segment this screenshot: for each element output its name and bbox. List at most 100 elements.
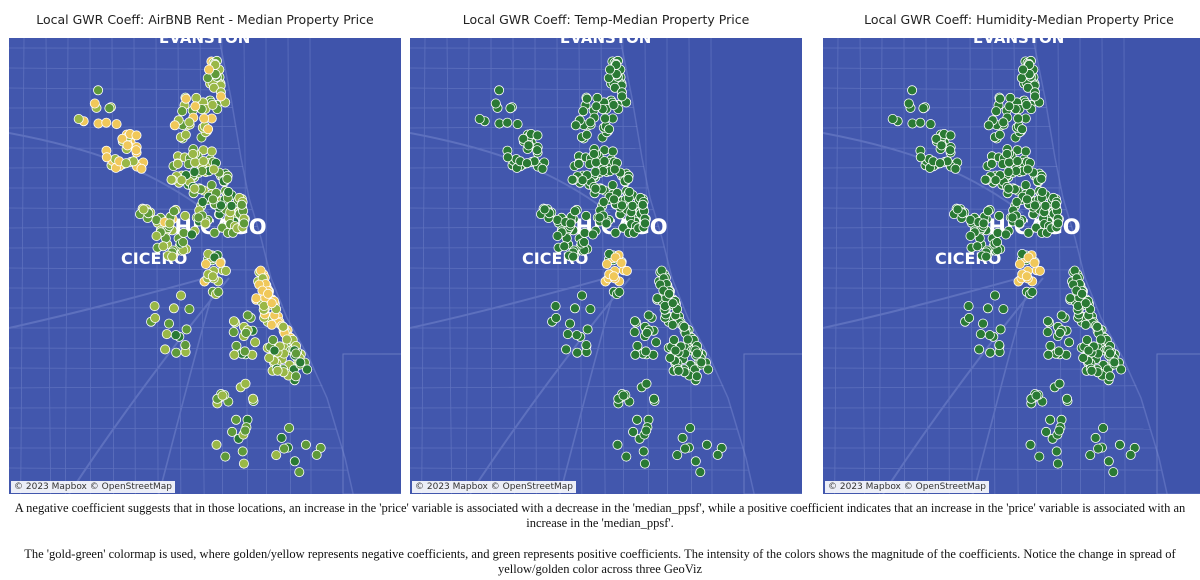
data-point [200,218,211,229]
road [710,38,713,494]
data-point [1045,414,1056,425]
data-point [1065,293,1076,304]
data-point [184,304,195,315]
data-point [573,158,584,169]
data-point [167,251,178,262]
data-point [639,458,650,469]
data-point [682,334,693,345]
boundary-box [342,353,401,494]
data-point [643,310,654,321]
data-point [207,194,218,205]
data-point [984,330,995,341]
data-point [505,103,516,114]
data-point [1054,425,1065,436]
data-point [264,352,275,363]
road [410,427,738,430]
city-label-evanston: EVANSTON [159,38,250,47]
data-point [945,130,956,141]
road [9,427,337,430]
data-point [629,316,640,327]
data-point [582,324,593,335]
data-point [640,346,651,357]
land-area [9,38,354,494]
data-point [1108,467,1119,478]
data-point [229,349,240,360]
data-point [581,93,592,104]
map-attribution[interactable]: © 2023 Mapbox © OpenStreetMap [825,481,989,493]
data-point [982,206,993,217]
data-point [166,174,177,185]
map-panel-temp: Local GWR Coeff: Temp-Median Property Pr… [410,0,802,494]
data-point [609,82,620,93]
data-point [570,120,581,131]
data-point [568,251,579,262]
data-point [581,129,592,140]
data-point [695,467,706,478]
map-canvas[interactable]: EVANSTON CHICAGO CICERO © 2023 Mapbox © Op… [410,38,802,494]
data-point [931,133,942,144]
map-canvas[interactable]: EVANSTON CHICAGO CICERO © 2023 Mapbox © Op… [823,38,1200,494]
data-point [251,293,262,304]
road [834,38,839,494]
data-point [1001,148,1012,159]
data-point [1053,346,1064,357]
map-canvas[interactable]: EVANSTON CHICAGO CICERO © 2023 Mapbox © Op… [9,38,401,494]
data-point [712,449,723,460]
data-point [117,133,128,144]
data-point [559,241,570,252]
data-point [624,186,635,197]
data-point [679,321,690,332]
caption-colormap-explanation: The 'gold-green' colormap is used, where… [24,547,1176,576]
data-point [207,100,218,111]
city-label-evanston: EVANSTON [973,38,1064,47]
data-point [290,371,301,382]
data-point [918,103,929,114]
data-point [974,344,985,355]
data-point [1014,259,1025,270]
road [133,38,136,494]
data-point [588,148,599,159]
data-point [247,393,258,404]
data-point [494,85,505,96]
panel-title: Local GWR Coeff: Humidity-Median Propert… [864,12,1174,27]
data-point [1029,91,1040,102]
data-point [692,348,703,359]
data-point [628,426,639,437]
road [823,225,1073,229]
road [410,347,705,350]
road [9,406,331,409]
data-point [223,186,234,197]
data-point [952,204,963,215]
road [9,225,259,229]
data-point [632,340,643,351]
data-point [1004,157,1015,168]
data-point [193,212,204,223]
road [969,38,973,494]
data-point [965,214,976,225]
data-point [1021,271,1032,282]
data-point [207,271,218,282]
data-point [665,352,676,363]
data-point [550,301,561,312]
road [410,207,654,211]
data-point [670,345,681,356]
data-point [629,327,640,338]
map-attribution[interactable]: © 2023 Mapbox © OpenStreetMap [412,481,576,493]
road [410,367,715,370]
data-point [648,393,659,404]
data-point [266,298,277,309]
shoreline [1032,38,1168,494]
map-attribution[interactable]: © 2023 Mapbox © OpenStreetMap [11,481,175,493]
data-point [203,64,214,75]
highway [972,287,1029,494]
road [9,207,253,211]
data-point [552,230,563,241]
data-point [587,229,598,240]
data-point [696,357,707,368]
data-point [1080,298,1091,309]
data-point [1041,426,1052,437]
road [859,38,866,494]
road [823,87,1044,91]
data-point [300,439,311,450]
data-point [569,206,580,217]
